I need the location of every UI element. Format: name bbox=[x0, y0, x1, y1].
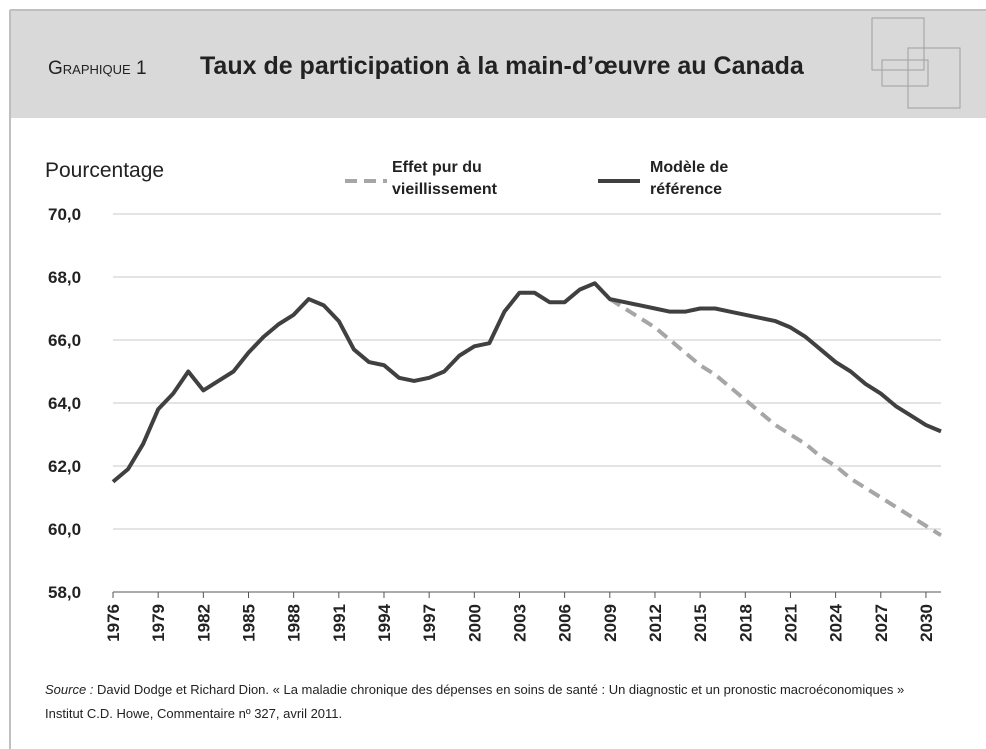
y-tick-label: 62,0 bbox=[48, 457, 81, 476]
plot: 58,0 60,0 62,0 64,0 66,0 68,0 70,0 1976 1979 1982… bbox=[48, 205, 943, 642]
x-tick-label: 2018 bbox=[736, 604, 755, 642]
series-line bbox=[111, 281, 942, 484]
x-tick-label: 2024 bbox=[827, 603, 846, 641]
y-axis-label: Pourcentage bbox=[45, 159, 164, 182]
y-tick-label: 66,0 bbox=[48, 331, 81, 350]
x-tick-label: 1997 bbox=[420, 604, 439, 642]
x-tick-label: 2030 bbox=[917, 604, 936, 642]
x-tick-label: 2015 bbox=[691, 604, 710, 642]
source: Source : David Dodge et Richard Dion. « … bbox=[45, 678, 945, 726]
x-tick-label: 2003 bbox=[510, 604, 529, 642]
x-tick-label: 1991 bbox=[330, 604, 349, 642]
header-title: Taux de participation à la main-d’œuvre … bbox=[200, 52, 805, 80]
header-band bbox=[10, 10, 986, 118]
source-text: David Dodge et Richard Dion. « La maladi… bbox=[45, 682, 905, 721]
y-tick-label: 70,0 bbox=[48, 205, 81, 224]
x-tick-label: 1994 bbox=[375, 603, 394, 641]
x-tick-label: 2027 bbox=[872, 604, 891, 642]
header-label: Graphique 1 bbox=[48, 58, 147, 79]
header-icon bbox=[871, 17, 961, 109]
x-tick-label: 1979 bbox=[149, 604, 168, 642]
x-tick-label: 1988 bbox=[285, 604, 304, 642]
x-tick-label: 2009 bbox=[601, 604, 620, 642]
y-tick-label: 60,0 bbox=[48, 520, 81, 539]
y-tick-label: 58,0 bbox=[48, 583, 81, 602]
x-tick-label: 2012 bbox=[646, 604, 665, 642]
legend-label: Modèle de référence bbox=[650, 159, 729, 198]
series-line bbox=[608, 297, 943, 537]
y-tick-label: 64,0 bbox=[48, 394, 81, 413]
legend-label: Effet pur du vieillissement bbox=[392, 159, 497, 198]
x-tick-label: 1985 bbox=[239, 604, 258, 642]
y-tick-label: 68,0 bbox=[48, 268, 81, 287]
x-tick-label: 1976 bbox=[104, 604, 123, 642]
source-label: Source : bbox=[45, 682, 94, 697]
x-tick-label: 2021 bbox=[781, 604, 800, 642]
x-tick-label: 1982 bbox=[194, 604, 213, 642]
x-tick-label: 2006 bbox=[556, 604, 575, 642]
x-tick-label: 2000 bbox=[465, 604, 484, 642]
